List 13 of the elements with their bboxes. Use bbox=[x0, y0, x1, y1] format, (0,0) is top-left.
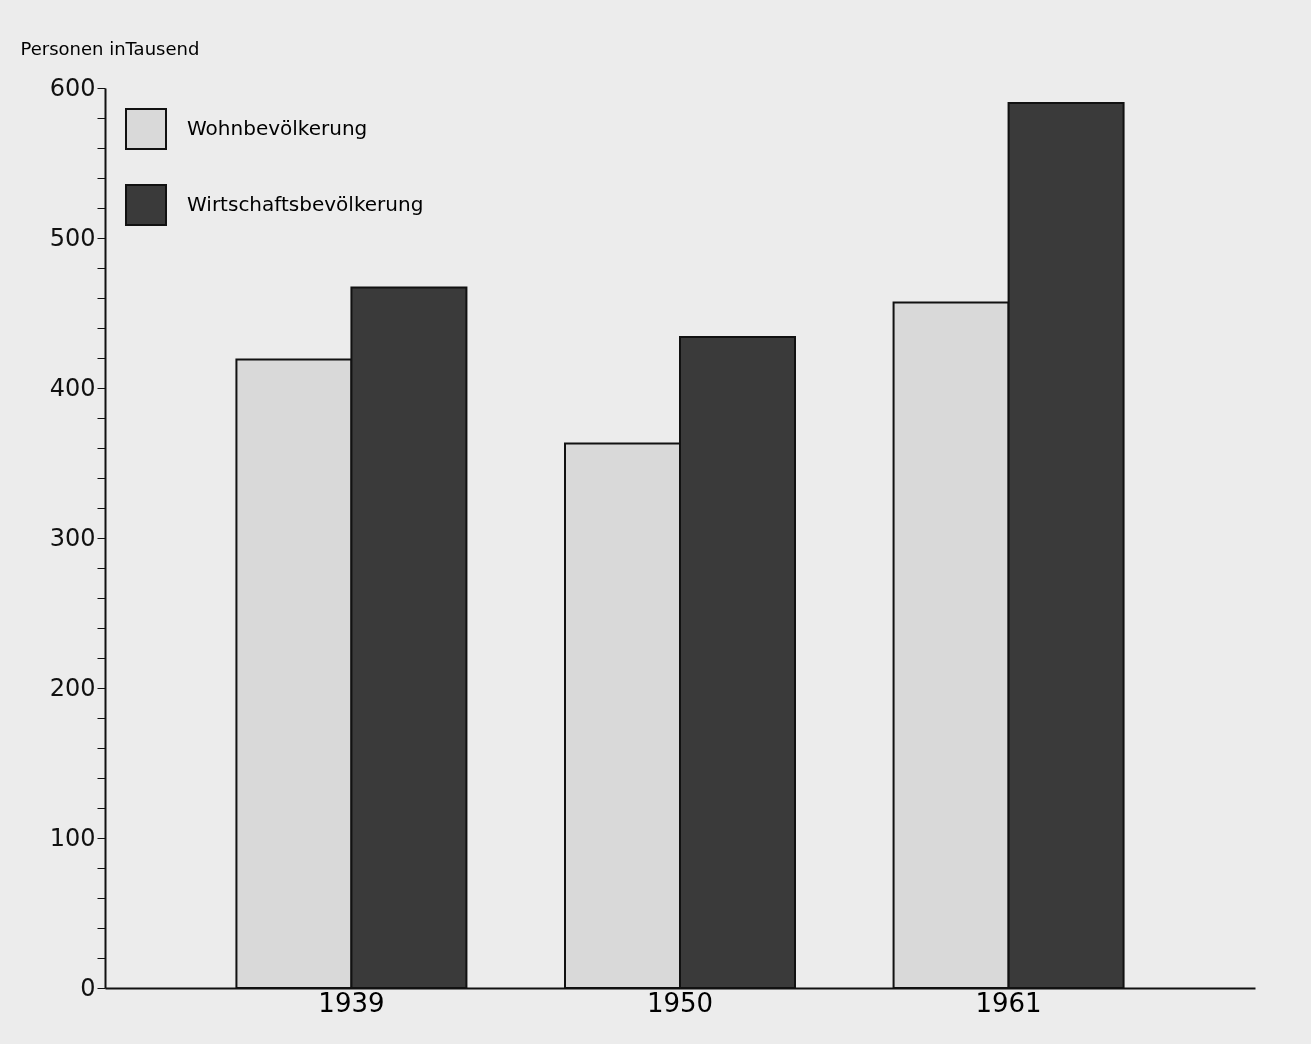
y-tick-label: 600 bbox=[49, 73, 96, 102]
x-tick-label: 1961 bbox=[975, 987, 1042, 1018]
y-tick-label: 100 bbox=[49, 823, 96, 852]
legend-label: Wohnbevölkerung bbox=[187, 116, 368, 140]
x-tick-label: 1939 bbox=[318, 987, 385, 1018]
legend-label: Wirtschaftsbevölkerung bbox=[187, 192, 424, 216]
y-tick-label: 300 bbox=[49, 523, 96, 552]
y-axis-title: Personen inTausend bbox=[20, 37, 200, 59]
y-tick-label: 500 bbox=[49, 223, 96, 252]
y-tick-label: 200 bbox=[49, 673, 96, 702]
x-tick-label: 1950 bbox=[646, 987, 714, 1018]
y-tick-label: 400 bbox=[49, 373, 96, 402]
y-tick-label: 0 bbox=[80, 973, 96, 1002]
